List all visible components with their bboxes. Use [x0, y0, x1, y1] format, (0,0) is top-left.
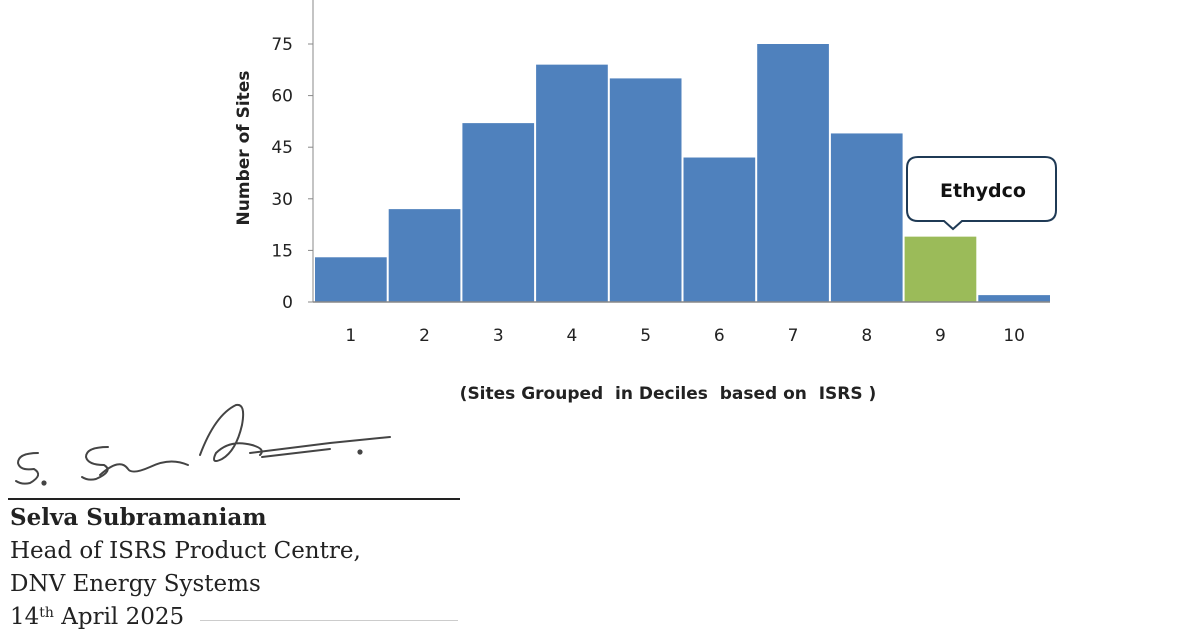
- y-tick-label: 60: [271, 87, 293, 107]
- bar-decile-7: [757, 44, 829, 302]
- x-tick-label: 10: [1003, 326, 1025, 346]
- bar-decile-4: [536, 64, 608, 302]
- bar-decile-1: [315, 257, 387, 302]
- signature-date: 14th April 2025: [10, 602, 184, 632]
- y-tick-label: 45: [271, 138, 293, 158]
- y-axis-title: Number of Sites: [234, 71, 254, 226]
- x-tick-label: 6: [714, 326, 725, 346]
- x-tick-label: 5: [640, 326, 651, 346]
- bar-decile-9: [904, 236, 977, 302]
- x-tick-label: 8: [861, 326, 872, 346]
- bottom-rule: [200, 620, 458, 621]
- date-suffix: th: [39, 605, 54, 621]
- y-tick-labels: 0 15 30 45 60 75: [271, 35, 313, 313]
- signer-name: Selva Subramaniam: [10, 504, 267, 531]
- x-tick-label: 3: [493, 326, 504, 346]
- x-tick-labels: 1 2 3 4 5 6 7 8 9 10: [345, 326, 1025, 346]
- bar-decile-10: [978, 295, 1050, 302]
- x-tick-label: 9: [935, 326, 946, 346]
- bar-decile-5: [609, 78, 682, 303]
- y-tick-label: 0: [282, 293, 293, 313]
- x-axis-title: (Sites Grouped in Deciles based on ISRS …: [460, 384, 877, 404]
- signer-role: Head of ISRS Product Centre,: [10, 538, 361, 564]
- y-tick-label: 15: [271, 241, 293, 261]
- bars: [315, 44, 1050, 303]
- bar-decile-6: [683, 157, 756, 302]
- bar-decile-2: [388, 209, 461, 302]
- y-tick-label: 75: [271, 35, 293, 55]
- y-tick-label: 30: [271, 190, 293, 210]
- x-tick-label: 7: [788, 326, 799, 346]
- handwritten-signature: [15, 403, 391, 486]
- x-tick-label: 4: [567, 326, 578, 346]
- callout-label: Ethydco: [940, 180, 1026, 202]
- bar-decile-3: [462, 123, 535, 303]
- x-tick-label: 1: [345, 326, 356, 346]
- ethydco-callout: Ethydco: [906, 156, 1057, 231]
- date-month-year: April 2025: [53, 604, 185, 630]
- signer-organization: DNV Energy Systems: [10, 571, 261, 597]
- signature-line: [8, 498, 460, 500]
- callout-bubble: [906, 156, 1057, 231]
- date-day: 14: [10, 604, 40, 630]
- bar-decile-8: [830, 133, 903, 302]
- x-tick-label: 2: [419, 326, 430, 346]
